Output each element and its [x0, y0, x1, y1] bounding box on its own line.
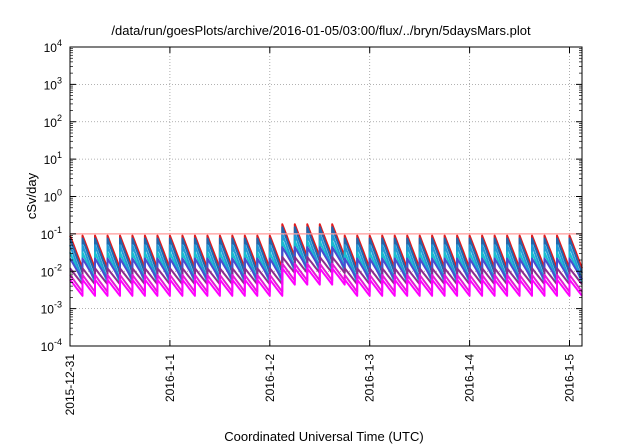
- grid: [70, 47, 582, 346]
- y-tick-label: 10-3: [41, 300, 62, 317]
- series-line-7: [69, 267, 583, 297]
- y-tick-label: 102: [44, 113, 62, 130]
- x-tick-label: 2016-1-3: [363, 354, 377, 402]
- x-tick-label: 2016-1-4: [463, 354, 477, 402]
- y-axis-label: cSv/day: [24, 172, 39, 219]
- x-ticks: 2015-12-31 2016-1-1 2016-1-2 2016-1-3 2016-1…: [63, 47, 577, 415]
- y-tick-label: 104: [44, 38, 62, 55]
- x-axis-label: Coordinated Universal Time (UTC): [224, 429, 423, 444]
- x-tick-label: 2016-1-1: [163, 354, 177, 402]
- y-tick-label: 10-1: [41, 225, 62, 242]
- y-tick-label: 10-2: [41, 262, 62, 279]
- y-tick-label: 100: [44, 188, 62, 205]
- x-tick-label: 2016-1-5: [563, 354, 577, 402]
- x-tick-label: 2015-12-31: [63, 354, 77, 416]
- x-tick-label: 2016-1-2: [263, 354, 277, 402]
- y-ticks: 10-4 10-3 10-2 10-1 100 101 102 103 104: [41, 38, 582, 354]
- series-group: [69, 223, 583, 297]
- y-tick-label: 101: [44, 150, 62, 167]
- y-tick-label: 103: [44, 75, 62, 92]
- y-tick-label: 10-4: [41, 337, 62, 354]
- chart-title: /data/run/goesPlots/archive/2016-01-05/0…: [111, 23, 531, 38]
